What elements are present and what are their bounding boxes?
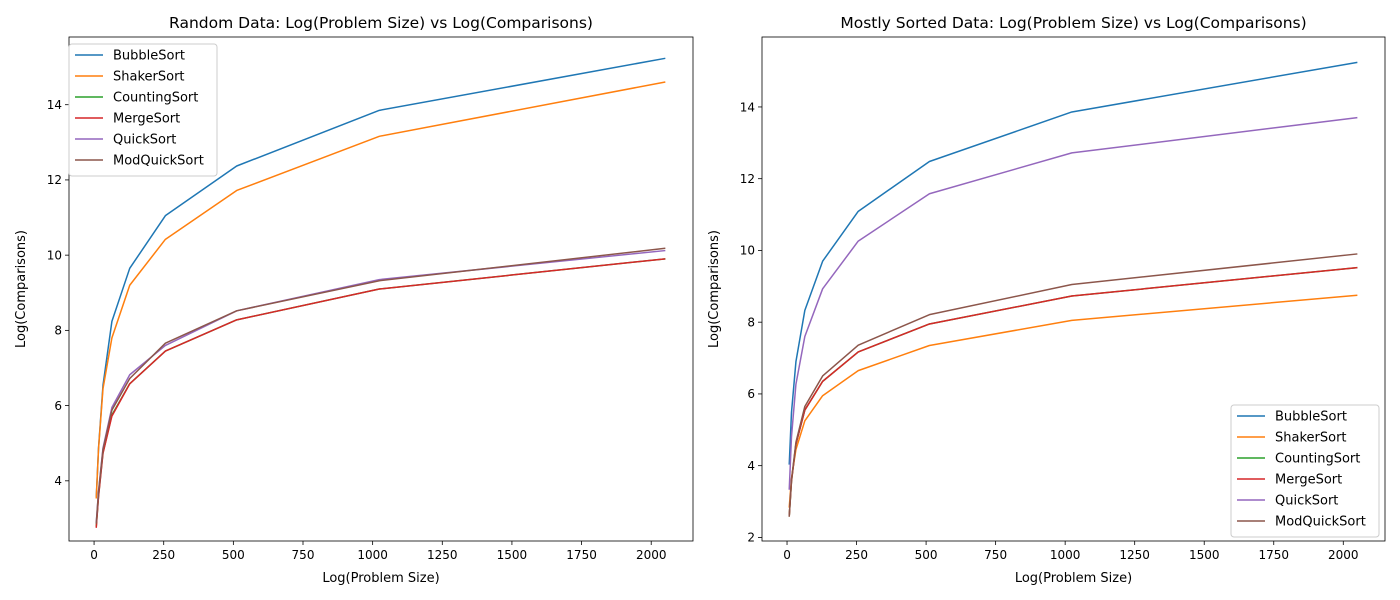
chart-1-y-tick-label: 14 xyxy=(47,98,62,112)
chart-1-x-tick-label: 500 xyxy=(222,548,245,562)
chart-2-legend-label-bubblesort: BubbleSort xyxy=(1275,410,1347,425)
chart-1-legend-box xyxy=(68,43,218,177)
chart-1-x-tick-label: 250 xyxy=(152,548,175,562)
chart-1-legend-label-countingsort: CountingSort xyxy=(113,91,198,106)
chart-1-series-line-modquicksort xyxy=(95,247,666,524)
chart-2-y-tick-label: 4 xyxy=(747,459,755,473)
chart-2-x-tick-label: 500 xyxy=(915,548,938,562)
chart-2-x-tick-label: 750 xyxy=(984,548,1007,562)
chart-1-series-line-quicksort xyxy=(95,249,666,523)
chart-2-legend-label-quicksort: QuickSort xyxy=(1275,494,1338,509)
chart-2-series-line-modquicksort xyxy=(788,253,1358,517)
chart-1-x-tick-label: 1750 xyxy=(566,548,597,562)
chart-2-x-tick-label: 0 xyxy=(783,548,791,562)
chart-2-y-axis-label: Log(Comparisons) xyxy=(707,230,722,348)
chart-1-x-tick-label: 1000 xyxy=(357,548,388,562)
chart-2-y-tick-label: 14 xyxy=(740,100,755,114)
chart-1-x-axis-label: Log(Problem Size) xyxy=(322,571,439,586)
chart-2-legend-label-modquicksort: ModQuickSort xyxy=(1275,515,1366,530)
chart-1-y-tick-label: 12 xyxy=(47,173,62,187)
chart-1-title: Random Data: Log(Problem Size) vs Log(Co… xyxy=(169,14,593,32)
chart-1-x-tick-label: 0 xyxy=(90,548,98,562)
chart-1-y-tick-label: 6 xyxy=(54,399,62,413)
chart-2-series-line-quicksort xyxy=(788,116,1358,490)
chart-2-y-tick-label: 12 xyxy=(740,172,755,186)
chart-1-x-tick-label: 2000 xyxy=(636,548,667,562)
chart-2-y-tick-label: 8 xyxy=(747,315,755,329)
chart-2-y-tick-label: 2 xyxy=(747,531,755,545)
chart-1-series-line-shakersort xyxy=(95,81,666,499)
chart-1: Random Data: Log(Problem Size) vs Log(Co… xyxy=(14,14,694,586)
chart-2-x-tick-label: 250 xyxy=(845,548,868,562)
chart-1-plot-frame xyxy=(68,36,694,542)
chart-1-x-tick-label: 1250 xyxy=(427,548,458,562)
chart-2-x-tick-label: 1750 xyxy=(1258,548,1289,562)
chart-1-series-line-countingsort xyxy=(95,258,666,527)
chart-2-x-axis-label: Log(Problem Size) xyxy=(1015,571,1132,586)
chart-2-plot-frame xyxy=(761,36,1386,542)
chart-1-legend-label-quicksort: QuickSort xyxy=(113,133,176,148)
chart-1-y-tick-label: 4 xyxy=(54,474,62,488)
chart-2-legend-label-shakersort: ShakerSort xyxy=(1275,431,1347,446)
chart-2-title: Mostly Sorted Data: Log(Problem Size) vs… xyxy=(840,14,1306,32)
chart-1-legend: BubbleSort ShakerSort CountingSort MergeSor… xyxy=(68,43,218,177)
chart-2-x-tick-label: 1250 xyxy=(1119,548,1150,562)
chart-1-y-axis-label: Log(Comparisons) xyxy=(14,230,29,348)
chart-2-legend-box xyxy=(1230,404,1380,538)
chart-2-y-tick-label: 6 xyxy=(747,387,755,401)
chart-1-x-tick-label: 1500 xyxy=(497,548,528,562)
chart-1-legend-label-shakersort: ShakerSort xyxy=(113,70,185,85)
chart-1-legend-label-bubblesort: BubbleSort xyxy=(113,49,185,64)
chart-1-legend-label-mergesort: MergeSort xyxy=(113,112,180,127)
chart-1-x-tick-label: 750 xyxy=(292,548,315,562)
chart-1-y-tick-label: 10 xyxy=(47,248,62,262)
chart-1-legend-label-modquicksort: ModQuickSort xyxy=(113,154,204,169)
chart-2-legend-label-mergesort: MergeSort xyxy=(1275,473,1342,488)
chart-1-series-line-mergesort xyxy=(95,258,666,528)
chart-2-x-tick-label: 1000 xyxy=(1050,548,1081,562)
chart-2-legend-label-countingsort: CountingSort xyxy=(1275,452,1360,467)
chart-2-legend: BubbleSort ShakerSort CountingSort MergeSor… xyxy=(1230,404,1380,538)
chart-1-y-tick-label: 8 xyxy=(54,324,62,338)
chart-2-x-tick-label: 2000 xyxy=(1328,548,1359,562)
chart-2: Mostly Sorted Data: Log(Problem Size) vs… xyxy=(707,14,1386,586)
chart-2-y-tick-label: 10 xyxy=(740,244,755,258)
chart-2-x-tick-label: 1500 xyxy=(1189,548,1220,562)
chart-2-series-line-bubblesort xyxy=(788,61,1358,465)
